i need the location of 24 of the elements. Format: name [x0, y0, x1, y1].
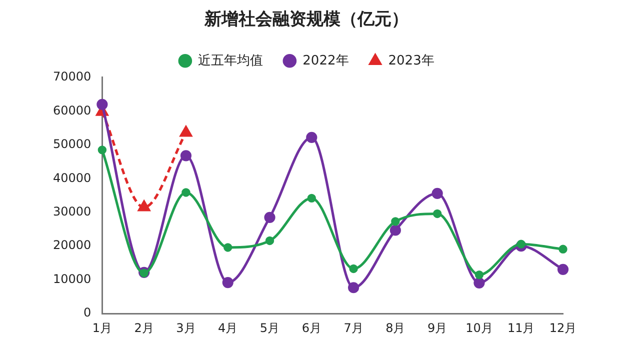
y-tick-label: 20000: [52, 238, 92, 252]
x-tick-label: 2月: [134, 320, 154, 335]
legend-label: 2022年: [302, 53, 349, 68]
x-tick-label: 6月: [302, 320, 322, 335]
x-tick-label: 4月: [218, 320, 238, 335]
x-tick-label: 9月: [428, 320, 448, 335]
legend-label: 2023年: [388, 53, 434, 68]
y-tick-label: 70000: [52, 70, 92, 84]
chart-title: 新增社会融资规模（亿元）: [204, 10, 408, 30]
x-tick-label: 10月: [466, 320, 493, 335]
y-tick-label: 30000: [52, 204, 92, 218]
y-tick-label: 60000: [52, 103, 92, 118]
x-tick-label: 3月: [176, 320, 196, 335]
y-tick-label: 40000: [52, 170, 92, 185]
y-tick-label: 50000: [52, 137, 92, 152]
y-tick-label: 10000: [52, 272, 92, 286]
x-tick-label: 8月: [386, 320, 406, 335]
x-tick-label: 1月: [92, 320, 112, 335]
x-tick-label: 5月: [260, 320, 280, 335]
legend-label: 近五年均值: [198, 53, 264, 68]
y-tick-label: 0: [84, 306, 92, 320]
x-tick-label: 7月: [344, 320, 364, 335]
x-tick-label: 11月: [507, 320, 535, 335]
x-tick-label: 12月: [549, 320, 577, 335]
